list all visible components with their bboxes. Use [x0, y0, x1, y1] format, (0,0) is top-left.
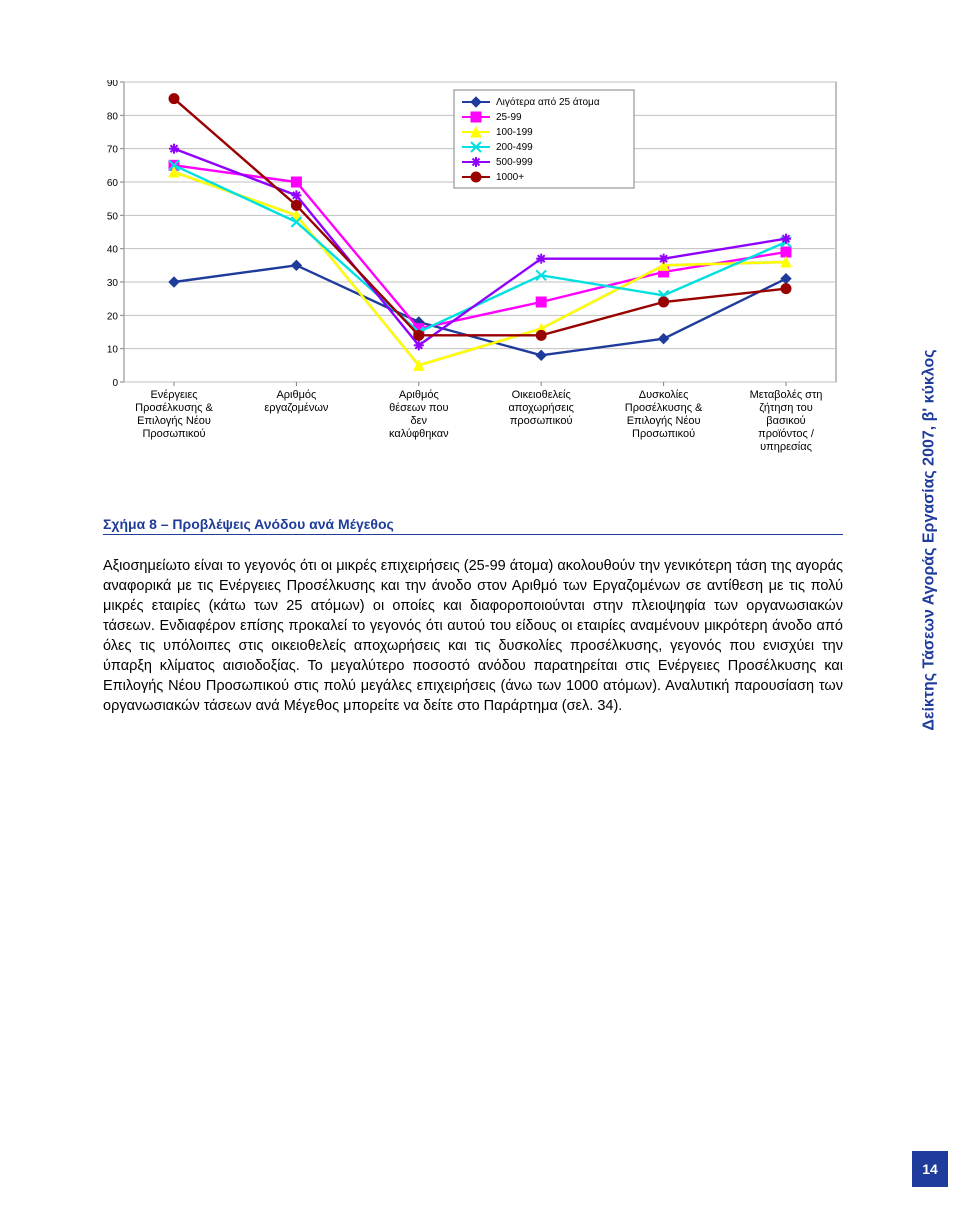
legend-label: Λιγότερα από 25 άτομα [496, 96, 600, 108]
svg-text:0: 0 [112, 378, 118, 389]
category-label: Προσέλκυσης & [625, 402, 703, 414]
category-label: Επιλογής Νέου [137, 415, 211, 427]
category-label: βασικού [766, 415, 805, 427]
svg-text:40: 40 [107, 245, 119, 256]
side-title: Δείκτης Τάσεων Αγοράς Εργασίας 2007, β' … [912, 260, 948, 820]
category-label: υπηρεσίας [760, 441, 812, 453]
category-label: αποχωρήσεις [508, 402, 574, 414]
svg-text:20: 20 [107, 311, 119, 322]
category-label: προϊόντος / [758, 428, 815, 440]
svg-text:60: 60 [107, 178, 119, 189]
side-strip: Δείκτης Τάσεων Αγοράς Εργασίας 2007, β' … [912, 0, 948, 1215]
category-label: Αριθμός [276, 389, 316, 401]
page-number: 14 [912, 1151, 948, 1187]
page: Δείκτης Τάσεων Αγοράς Εργασίας 2007, β' … [0, 0, 960, 1215]
category-label: προσωπικού [510, 415, 573, 427]
category-label: Προσέλκυσης & [135, 402, 213, 414]
category-label: καλύφθηκαν [389, 428, 449, 440]
figure-caption: Σχήμα 8 – Προβλέψεις Ανόδου ανά Μέγεθος [103, 516, 843, 535]
category-label: θέσεων που [389, 402, 448, 414]
category-label: Προσωπικού [142, 428, 205, 440]
page-number-text: 14 [922, 1161, 938, 1177]
category-label: Επιλογής Νέου [627, 415, 701, 427]
legend-label: 100-199 [496, 127, 533, 138]
legend-label: 25-99 [496, 112, 522, 123]
category-label: δεν [411, 415, 428, 427]
svg-text:30: 30 [107, 278, 119, 289]
category-label: Ενέργειες [150, 389, 197, 401]
category-label: εργαζομένων [264, 402, 329, 414]
side-title-text: Δείκτης Τάσεων Αγοράς Εργασίας 2007, β' … [921, 349, 939, 730]
legend-label: 1000+ [496, 172, 524, 183]
category-label: Αριθμός [399, 389, 439, 401]
legend-label: 500-999 [496, 157, 533, 168]
category-label: Δυσκολίες [639, 389, 689, 401]
svg-text:10: 10 [107, 345, 119, 356]
svg-text:50: 50 [107, 211, 119, 222]
svg-text:80: 80 [107, 111, 119, 122]
chart-svg: 0 10 20 30 40 50 60 70 80 90 Λιγότερα από 25 άτομα… [80, 80, 840, 480]
category-label: Προσωπικού [632, 428, 695, 440]
category-label: Μεταβολές στη [750, 389, 823, 401]
category-label: ζήτηση του [759, 402, 813, 414]
svg-text:90: 90 [107, 80, 119, 89]
category-label: Οικειοθελείς [512, 389, 571, 401]
legend-label: 200-499 [496, 142, 533, 153]
chart-container: 0 10 20 30 40 50 60 70 80 90 Λιγότερα από 25 άτομα… [80, 80, 840, 480]
body-paragraph: Αξιοσημείωτο είναι το γεγονός ότι οι μικ… [103, 556, 843, 716]
svg-text:70: 70 [107, 145, 119, 156]
